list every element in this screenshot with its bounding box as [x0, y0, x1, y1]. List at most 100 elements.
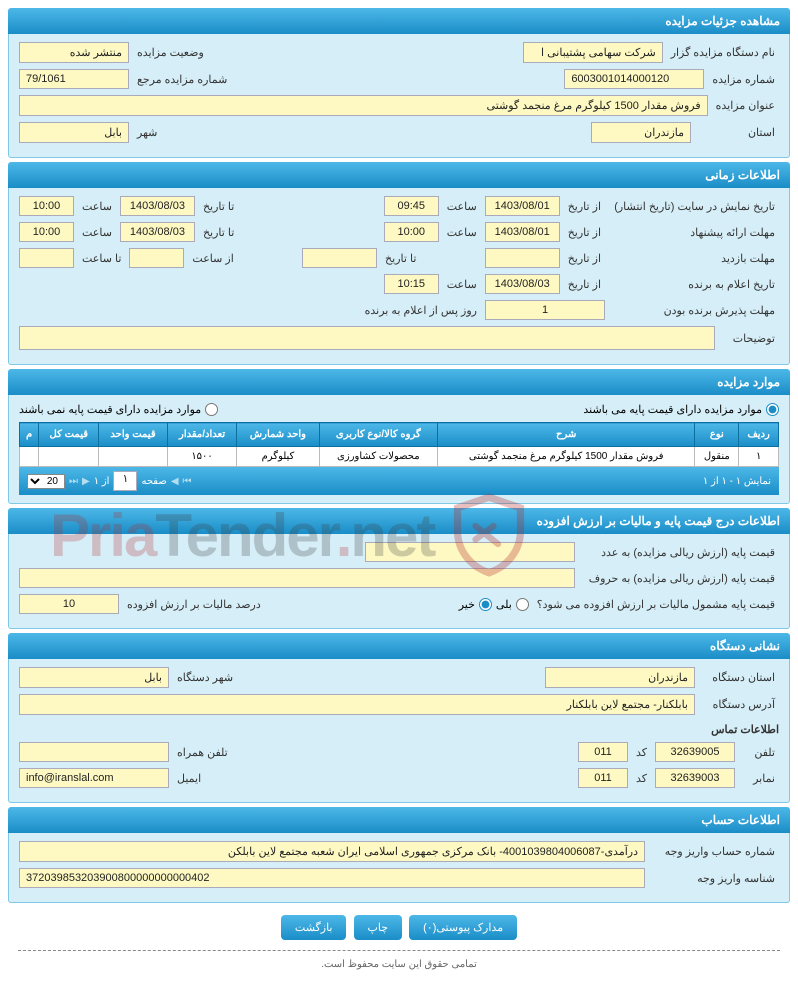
print-button[interactable]: چاپ — [354, 915, 403, 940]
title-label: عنوان مزایده — [712, 99, 779, 112]
hour-label-2b: ساعت — [78, 226, 116, 239]
pager-first-icon[interactable]: ⏮ — [183, 476, 192, 487]
accept-unit: روز پس از اعلام به برنده — [361, 304, 481, 317]
fax-code: 011 — [578, 768, 628, 788]
fax-label: نمابر — [739, 772, 779, 785]
addr-address: بابلکنار- مجتمع لاین بابلکنار — [19, 694, 695, 715]
section-header-account: اطلاعات حساب — [8, 807, 790, 833]
city-label: شهر — [133, 126, 161, 139]
pub-from: 1403/08/01 — [485, 196, 560, 216]
province-field: مازندران — [591, 122, 691, 143]
pager-size-select[interactable]: 20 — [27, 474, 65, 489]
vat-rate-label: درصد مالیات بر ارزش افزوده — [123, 598, 265, 611]
offer-from: 1403/08/01 — [485, 222, 560, 242]
grid-header-cell: ردیف — [739, 423, 779, 447]
city-field: بابل — [19, 122, 129, 143]
pager-page[interactable]: ۱ — [113, 471, 137, 491]
acct-id-label: شناسه واریز وجه — [649, 872, 779, 885]
to-label-1: تا تاریخ — [199, 200, 238, 213]
radio-no-base[interactable]: موارد مزایده دارای قیمت پایه نمی باشند — [19, 403, 218, 416]
pager-of: از ۱ — [94, 476, 110, 487]
hour-label-1: ساعت — [443, 200, 481, 213]
radio-has-base-input[interactable] — [766, 403, 779, 416]
price-num-label: قیمت پایه (ارزش ریالی مزایده) به عدد — [579, 546, 779, 559]
radio-no-base-input[interactable] — [205, 403, 218, 416]
pager-last-icon[interactable]: ⏭ — [69, 476, 78, 487]
phone-code-label: کد — [632, 746, 651, 759]
addr-city: بابل — [19, 667, 169, 688]
vat-rate-field: 10 — [19, 594, 119, 614]
price-word-field — [19, 568, 575, 588]
pager-next-icon[interactable]: ▶ — [82, 476, 90, 487]
back-button[interactable]: بازگشت — [281, 915, 347, 940]
table-row: ۱منقولفروش مقدار 1500 کیلوگرم مرغ منجمد … — [20, 447, 779, 467]
grid-header-cell: قیمت کل — [39, 423, 99, 447]
org-label: نام دستگاه مزایده گزار — [667, 46, 779, 59]
vat-yes[interactable]: بلی — [496, 598, 529, 611]
acct-id: 372039853203900800000000000402 — [19, 868, 645, 888]
visit-to — [302, 248, 377, 268]
winner-date: 1403/08/03 — [485, 274, 560, 294]
email: info@iranslal.com — [19, 768, 169, 788]
section-body-time: تاریخ نمایش در سایت (تاریخ انتشار) از تا… — [8, 188, 790, 365]
winner-h: 10:15 — [384, 274, 439, 294]
radio-has-base[interactable]: موارد مزایده دارای قیمت پایه می باشند — [583, 403, 779, 416]
from-label-3: از تاریخ — [564, 252, 605, 265]
acct-no-label: شماره حساب واریز وجه — [649, 845, 779, 858]
section-body-price: قیمت پایه (ارزش ریالی مزایده) به عدد قیم… — [8, 534, 790, 629]
section-body-account: شماره حساب واریز وجه درآمدی-400103980400… — [8, 833, 790, 903]
addr-province-label: استان دستگاه — [699, 671, 779, 684]
number-label: شماره مزایده — [708, 73, 779, 86]
section-header-addr: نشانی دستگاه — [8, 633, 790, 659]
vat-no-input[interactable] — [479, 598, 492, 611]
pub-from-h: 09:45 — [384, 196, 439, 216]
grid-header-cell: م — [20, 423, 39, 447]
vat-no-label: خیر — [459, 598, 475, 611]
grid-cell: کیلوگرم — [237, 447, 319, 467]
grid-header-cell: واحد شمارش — [237, 423, 319, 447]
offer-to: 1403/08/03 — [120, 222, 195, 242]
fax: 32639003 — [655, 768, 735, 788]
mobile-label: تلفن همراه — [173, 746, 232, 759]
title-field: فروش مقدار 1500 کیلوگرم مرغ منجمد گوشتی — [19, 95, 708, 116]
section-body-items: موارد مزایده دارای قیمت پایه می باشند مو… — [8, 395, 790, 504]
grid-cell: منقول — [695, 447, 739, 467]
visit-to-h — [19, 248, 74, 268]
accept-label: مهلت پذیرش برنده بودن — [609, 304, 779, 317]
section-header-details: مشاهده جزئیات مزایده — [8, 8, 790, 34]
button-bar: مدارک پیوستی(۰) چاپ بازگشت — [8, 903, 790, 946]
offer-from-h: 10:00 — [384, 222, 439, 242]
pager-summary: نمایش ۱ - ۱ از ۱ — [703, 476, 771, 487]
grid-cell — [99, 447, 167, 467]
footer-divider — [18, 950, 780, 951]
phone: 32639005 — [655, 742, 735, 762]
pub-to-h: 10:00 — [19, 196, 74, 216]
from-label-4: از تاریخ — [564, 278, 605, 291]
hour-label-1b: ساعت — [78, 200, 116, 213]
grid-header-cell: نوع — [695, 423, 739, 447]
status-field: منتشر شده — [19, 42, 129, 63]
grid-header-cell: تعداد/مقدار — [167, 423, 237, 447]
pager-prev-icon[interactable]: ◀ — [171, 476, 179, 487]
ref-field: 79/1061 — [19, 69, 129, 89]
hour-to-label: تا ساعت — [78, 252, 125, 265]
pager-nav: ⏮ ◀ صفحه ۱ از ۱ ▶ ⏭ 20 — [27, 471, 192, 491]
org-field: شرکت سهامی پشتیبانی ا — [523, 42, 663, 63]
contact-heading: اطلاعات تماس — [19, 723, 779, 736]
mobile — [19, 742, 169, 762]
to-label-3: تا تاریخ — [381, 252, 420, 265]
pager-page-label: صفحه — [141, 476, 166, 487]
grid-cell: فروش مقدار 1500 کیلوگرم مرغ منجمد گوشتی — [438, 447, 695, 467]
grid-pager: نمایش ۱ - ۱ از ۱ ⏮ ◀ صفحه ۱ از ۱ ▶ ⏭ 20 — [19, 467, 779, 495]
attachments-button[interactable]: مدارک پیوستی(۰) — [409, 915, 517, 940]
vat-q-label: قیمت پایه مشمول مالیات بر ارزش افزوده می… — [533, 598, 779, 611]
phone-label: تلفن — [739, 746, 779, 759]
section-header-items: موارد مزایده — [8, 369, 790, 395]
vat-yes-input[interactable] — [516, 598, 529, 611]
vat-no[interactable]: خیر — [459, 598, 492, 611]
grid-cell — [39, 447, 99, 467]
notes-label: توضیحات — [719, 332, 779, 345]
section-body-addr: استان دستگاه مازندران شهر دستگاه بابل آد… — [8, 659, 790, 803]
grid-header-cell: شرح — [438, 423, 695, 447]
visit-from-h — [129, 248, 184, 268]
